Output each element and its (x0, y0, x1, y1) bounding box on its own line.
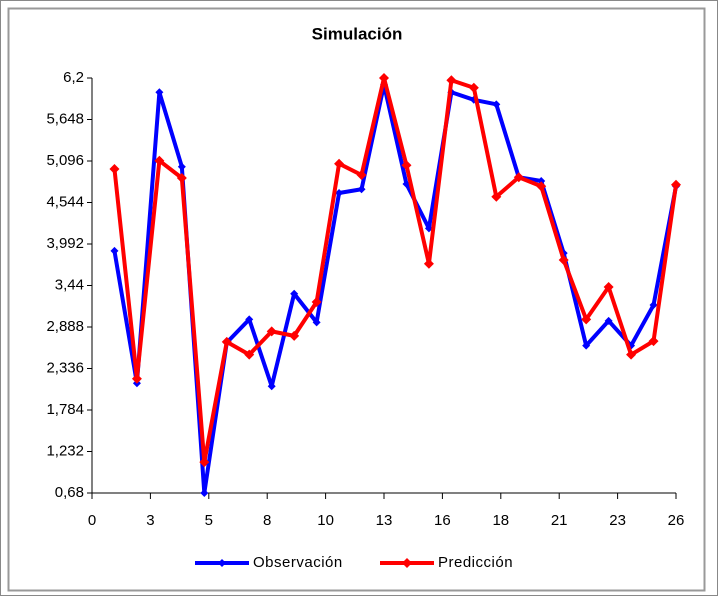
point (424, 224, 433, 233)
point (154, 155, 165, 166)
point (649, 301, 658, 310)
point (558, 254, 569, 265)
point (110, 246, 119, 255)
point (199, 457, 210, 468)
x-tick-label: 3 (146, 512, 154, 529)
point (356, 169, 367, 180)
y-tick-label: 6,2 (63, 69, 84, 86)
legend-label: Observación (253, 554, 343, 571)
point (357, 185, 366, 194)
point (266, 326, 277, 337)
point (335, 189, 344, 198)
point (155, 88, 164, 97)
point (109, 163, 120, 174)
series-line (112, 82, 678, 495)
x-tick-label: 0 (88, 512, 96, 529)
x-tick-label: 8 (263, 512, 271, 529)
point (290, 289, 299, 298)
x-tick-label: 23 (609, 512, 626, 529)
point (536, 181, 547, 192)
x-tick-label: 5 (205, 512, 213, 529)
point (131, 373, 142, 384)
point (604, 316, 613, 325)
point (603, 282, 614, 293)
point (221, 336, 232, 347)
x-tick-label: 18 (492, 512, 509, 529)
point (468, 82, 479, 93)
legend-marker (218, 559, 226, 567)
point (311, 297, 322, 308)
chart-title: Simulación (312, 24, 403, 43)
point (492, 100, 501, 109)
point (581, 314, 592, 325)
y-tick-label: 0,68 (55, 484, 84, 501)
point (244, 349, 255, 360)
legend-marker (402, 558, 412, 568)
series-line (112, 76, 678, 465)
point (513, 172, 524, 183)
point (176, 172, 187, 183)
y-tick-label: 1,784 (46, 401, 84, 418)
point (200, 489, 209, 497)
y-tick-label: 2,888 (46, 318, 84, 335)
y-tick-label: 1,232 (46, 442, 84, 459)
point (423, 258, 434, 269)
point (401, 160, 412, 171)
point (267, 382, 276, 391)
point (334, 158, 345, 169)
point (648, 336, 659, 347)
point (446, 75, 457, 86)
legend-label: Predicción (438, 554, 513, 571)
point (537, 176, 546, 185)
y-tick-label: 4,544 (46, 193, 84, 210)
x-tick-label: 21 (551, 512, 568, 529)
point (582, 341, 591, 350)
point (177, 162, 186, 171)
point (671, 179, 681, 190)
x-tick-label: 26 (668, 512, 685, 529)
point (379, 73, 389, 83)
x-tick-label: 16 (434, 512, 451, 529)
point (289, 330, 300, 341)
point (491, 191, 502, 202)
y-tick-label: 3,992 (46, 235, 84, 252)
point (312, 318, 321, 327)
point (245, 315, 254, 324)
y-tick-label: 3,44 (55, 276, 84, 293)
point (626, 349, 637, 360)
x-tick-label: 13 (376, 512, 393, 529)
y-tick-label: 5,096 (46, 152, 84, 169)
y-tick-label: 5,648 (46, 110, 84, 127)
x-tick-label: 10 (317, 512, 334, 529)
y-tick-label: 2,336 (46, 359, 84, 376)
